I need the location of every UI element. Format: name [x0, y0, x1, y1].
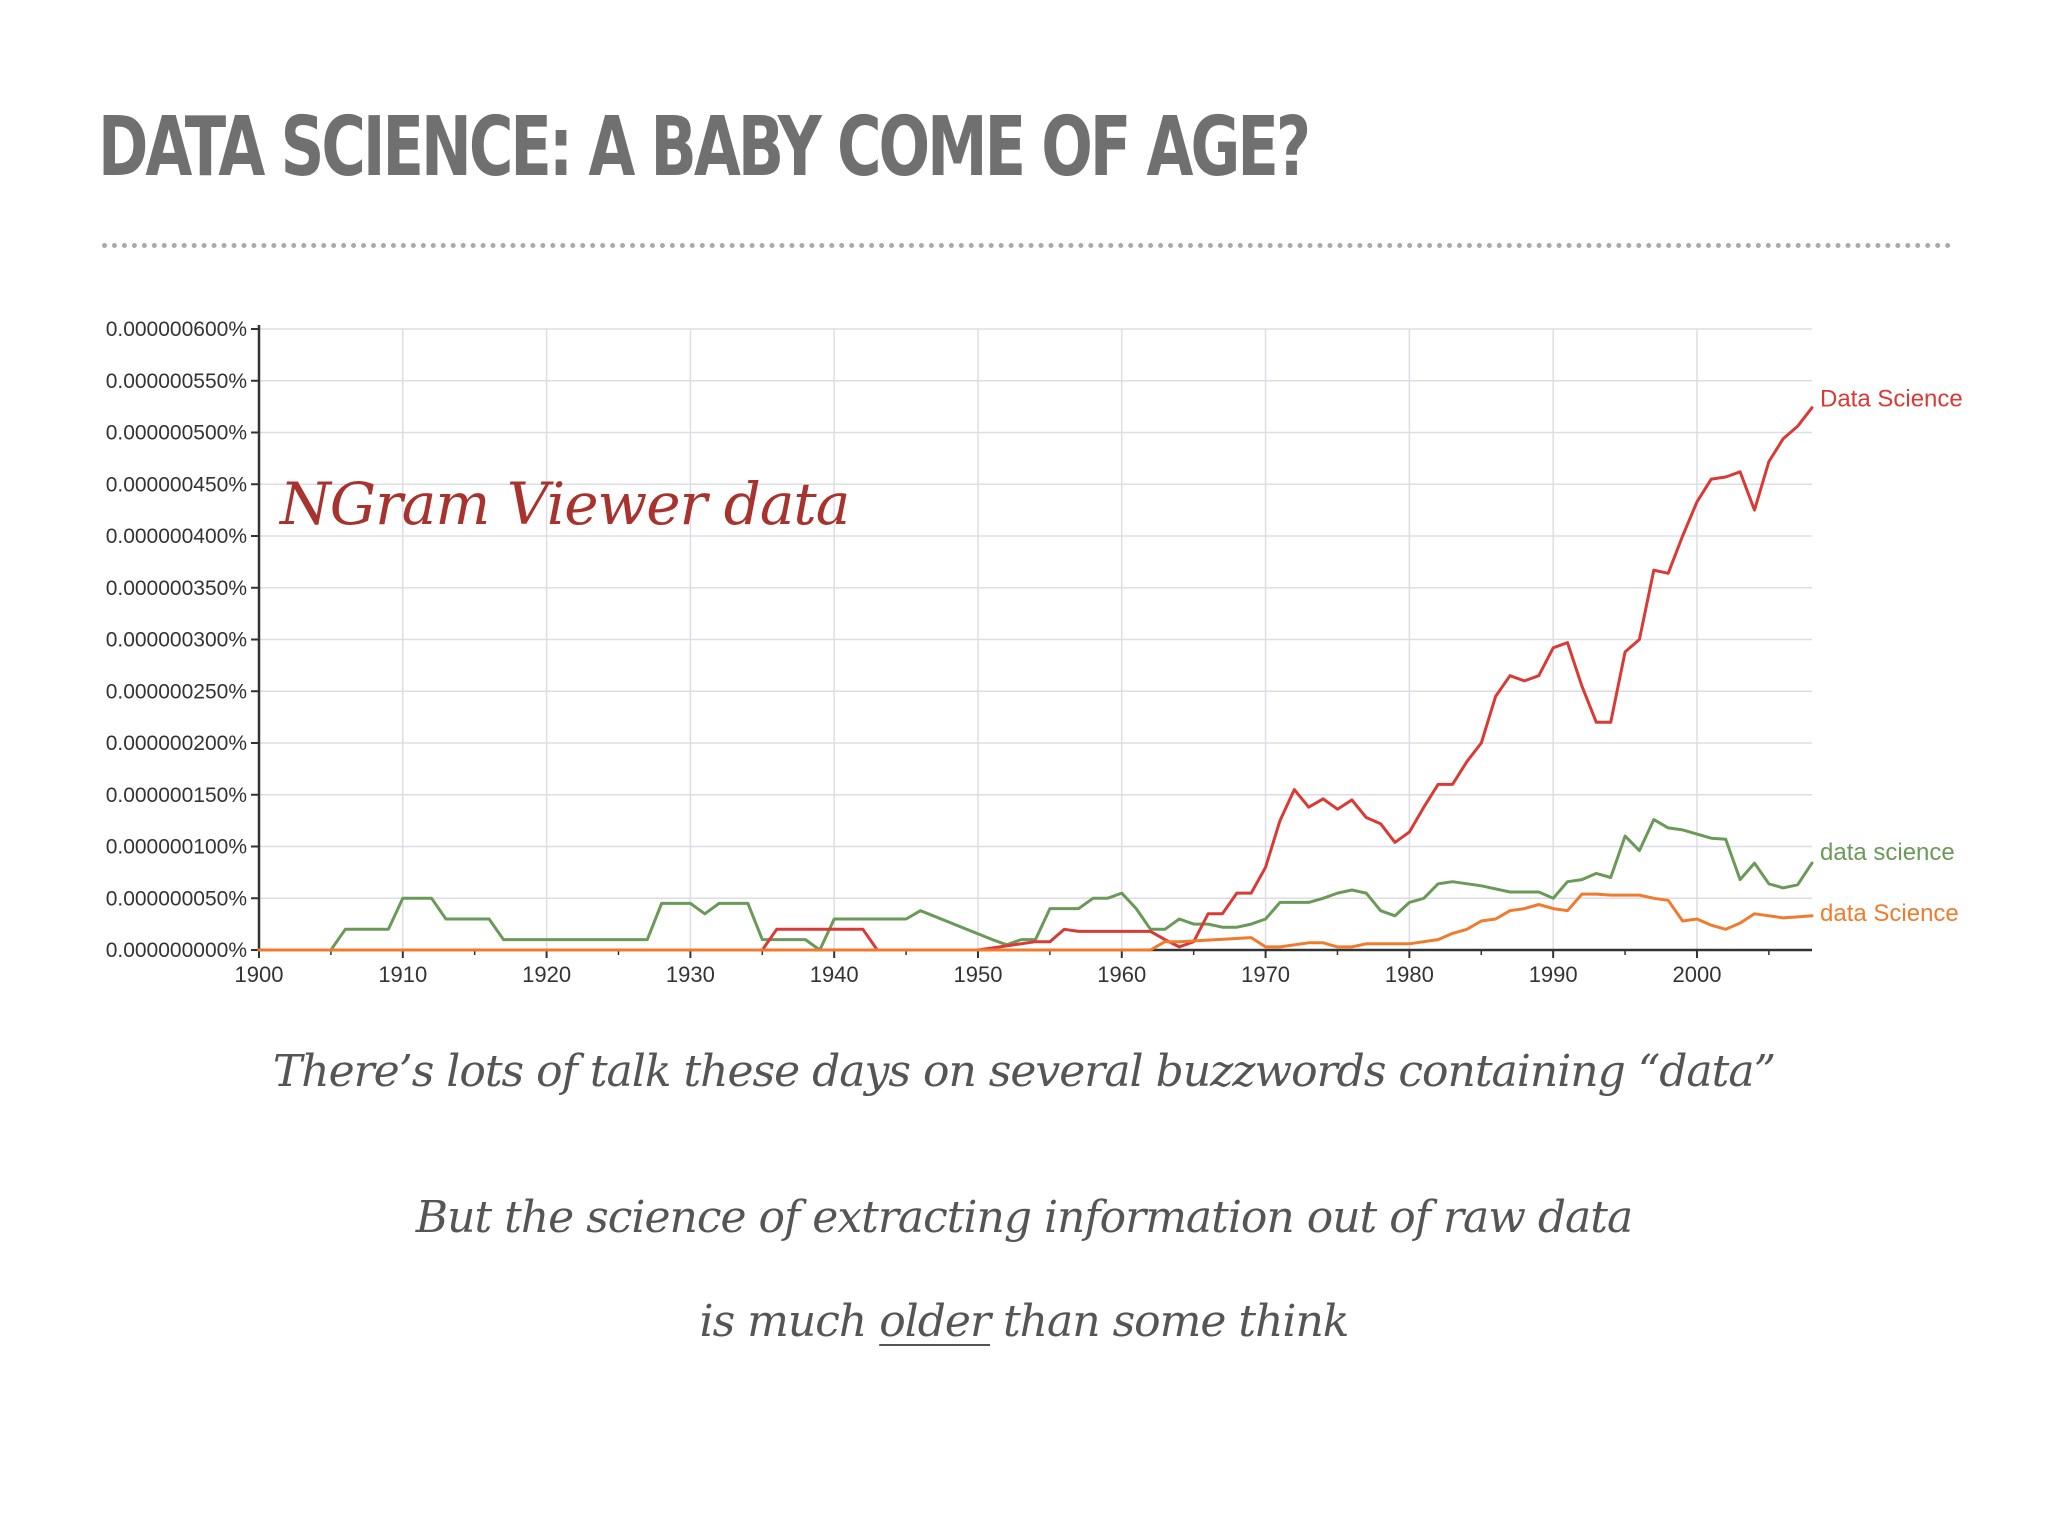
x-tick-label: 1920 — [522, 962, 571, 987]
chart-axes: 0.000000000% 0.000000050% 0.000000100% 0.00… — [106, 318, 1812, 987]
caption-older-prefix: is much — [699, 1296, 880, 1347]
y-tick-label: 0.000000550% — [106, 370, 247, 393]
series-line-data-science-mixed — [257, 892, 1814, 952]
series-label: data science — [1820, 839, 1955, 866]
x-tick-label: 1980 — [1385, 962, 1434, 987]
chart-area: 0.000000000% 0.000000050% 0.000000100% 0.00… — [0, 300, 2048, 1000]
x-tick-label: 1960 — [1097, 962, 1146, 987]
y-tick-label: 0.000000450% — [106, 473, 247, 496]
y-tick-label: 0.000000050% — [106, 887, 247, 910]
series-line-data-science — [257, 818, 1814, 952]
ngram-line-chart: 0.000000000% 0.000000050% 0.000000100% 0.00… — [106, 318, 1963, 987]
chart-series-labels: data science Data Science data Science — [1820, 386, 1963, 927]
caption-buzzwords: There’s lots of talk these days on sever… — [272, 1046, 1776, 1097]
ngram-viewer-label: NGram Viewer data — [280, 470, 850, 538]
x-tick-label: 1990 — [1529, 962, 1578, 987]
x-tick-label: 1910 — [378, 962, 427, 987]
x-tick-label: 2000 — [1672, 962, 1721, 987]
series-line-data-science-capitalized — [257, 406, 1814, 952]
y-tick-label: 0.000000400% — [106, 525, 247, 548]
x-tick-label: 1970 — [1241, 962, 1290, 987]
y-tick-label: 0.000000500% — [106, 422, 247, 445]
caption-science-line: But the science of extracting informatio… — [415, 1192, 1633, 1243]
y-tick-label: 0.000000100% — [106, 836, 247, 859]
y-tick-label: 0.000000600% — [106, 318, 247, 341]
x-tick-label: 1930 — [666, 962, 715, 987]
y-tick-label: 0.000000250% — [106, 680, 247, 703]
caption-older-line: is much older than some think — [0, 1296, 2048, 1347]
y-tick-label: 0.000000150% — [106, 784, 247, 807]
series-label: data Science — [1820, 900, 1959, 927]
caption-older-emphasis: older — [879, 1296, 991, 1347]
chart-grid — [258, 328, 1812, 951]
y-tick-label: 0.000000300% — [106, 629, 247, 652]
title-divider — [102, 243, 1952, 248]
caption-older-suffix: than some think — [990, 1296, 1350, 1347]
slide-title: DATA SCIENCE: A BABY COME OF AGE? — [98, 100, 1311, 195]
series-label: Data Science — [1820, 386, 1963, 413]
y-tick-label: 0.000000000% — [106, 939, 247, 962]
x-tick-label: 1950 — [954, 962, 1003, 987]
x-tick-label: 1940 — [810, 962, 859, 987]
y-tick-label: 0.000000200% — [106, 732, 247, 755]
chart-series — [257, 406, 1814, 952]
y-tick-label: 0.000000350% — [106, 577, 247, 600]
x-tick-label: 1900 — [235, 962, 284, 987]
